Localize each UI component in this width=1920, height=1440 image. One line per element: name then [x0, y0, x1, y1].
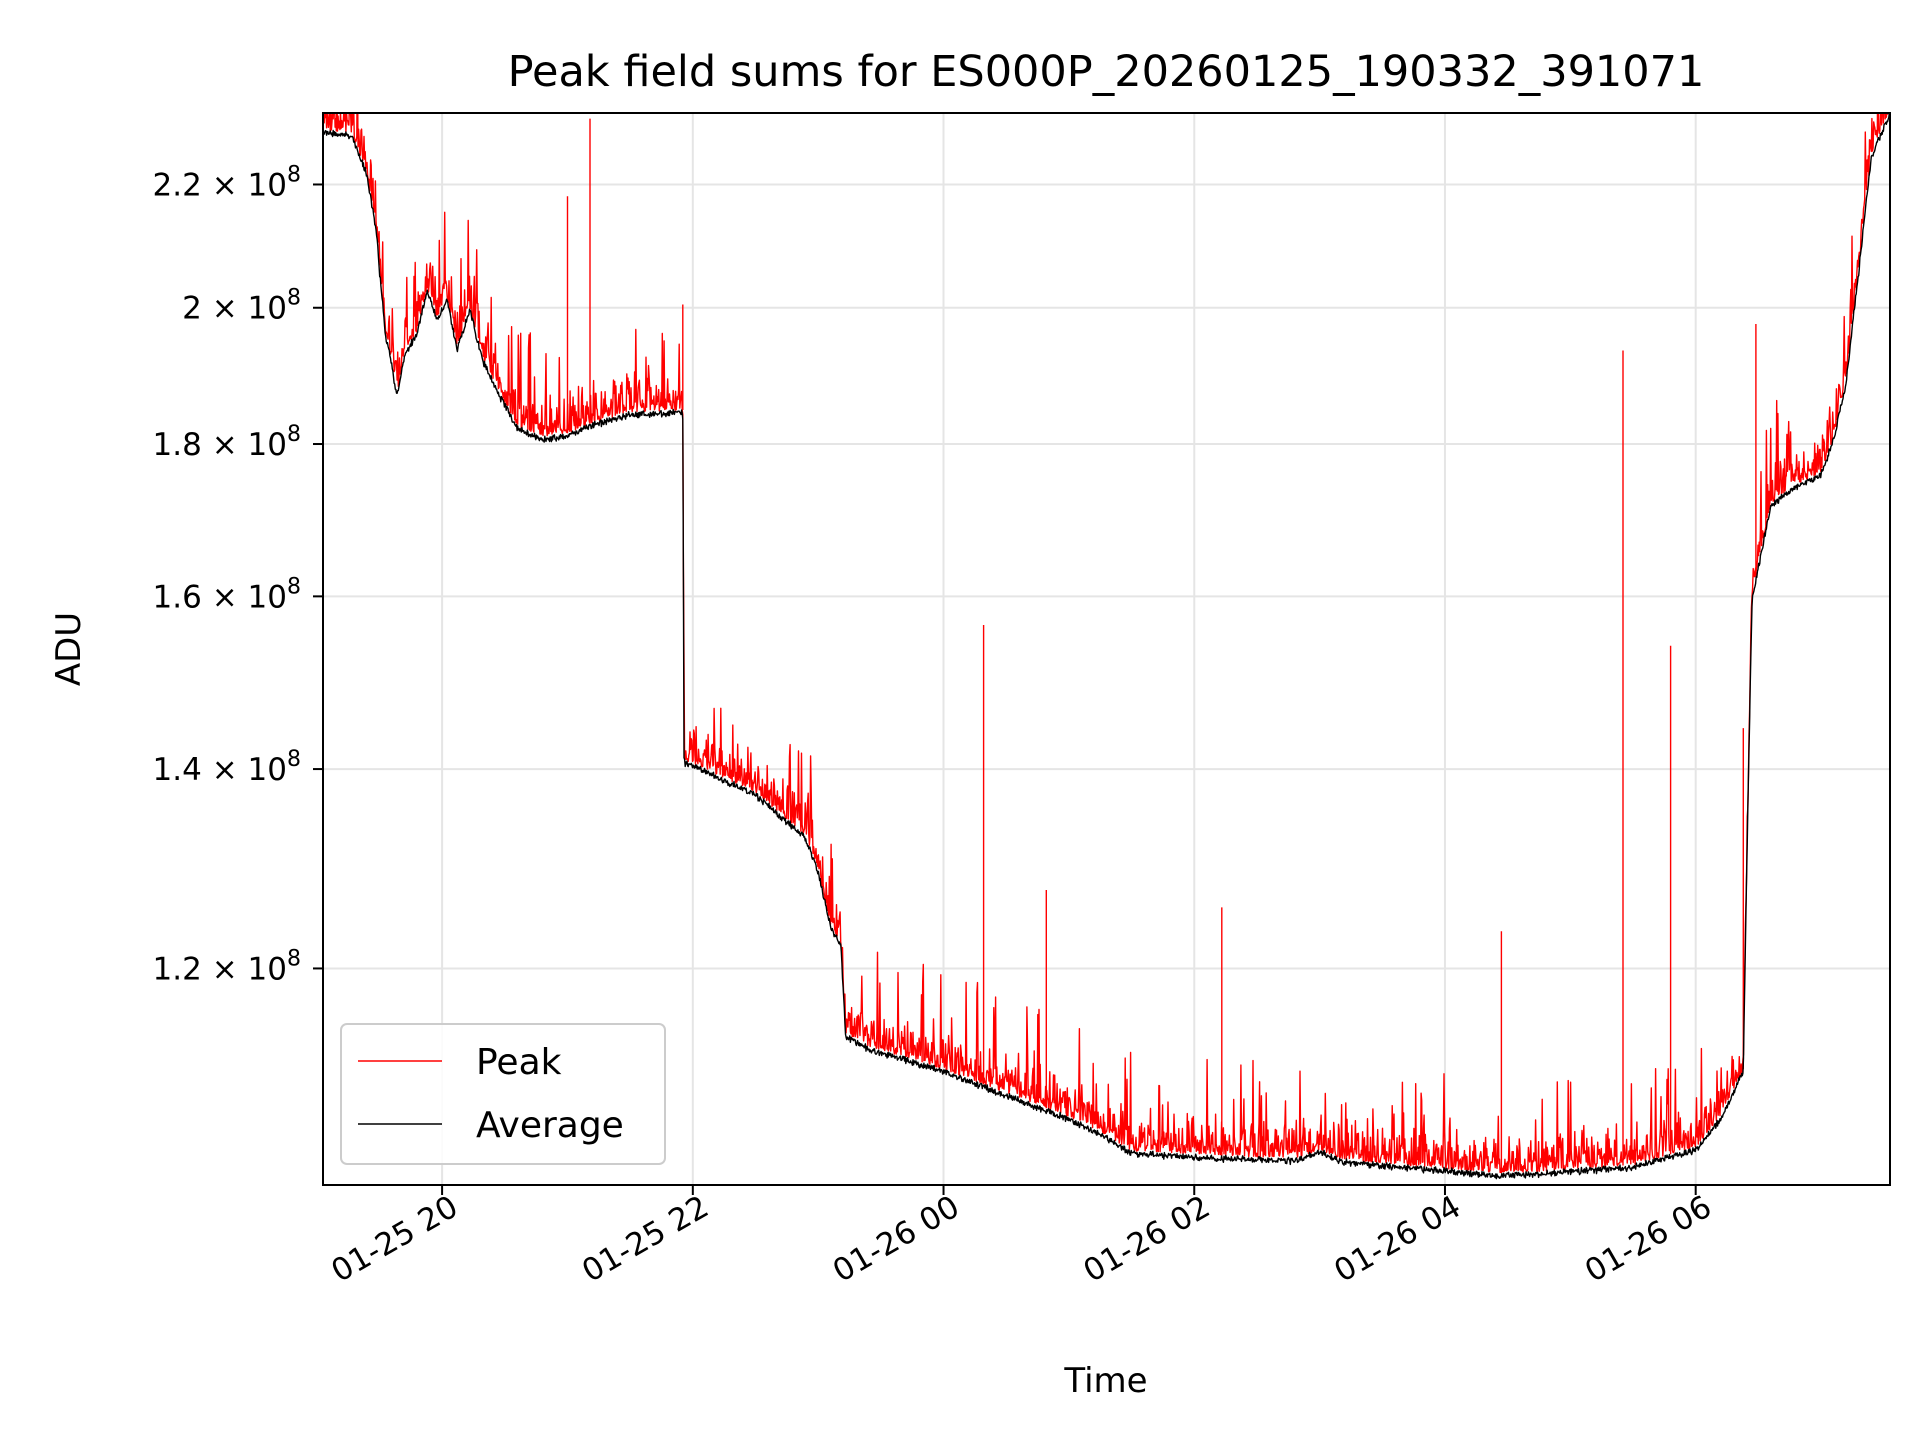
- plot-frame: [322, 112, 1891, 1186]
- y-tick-label: 1.2 × 108: [153, 946, 301, 987]
- series-peak-spikes: [566, 118, 1757, 1174]
- y-axis-title: ADU: [49, 612, 89, 686]
- x-axis-title: Time: [1063, 1361, 1147, 1401]
- legend: Peak Average: [340, 1023, 666, 1165]
- y-tick-label: 2 × 108: [182, 286, 301, 327]
- y-tick-label: 1.4 × 108: [153, 747, 301, 788]
- series-line-peak: [323, 113, 1889, 1174]
- grid: [323, 113, 1890, 1185]
- chart-title: Peak field sums for ES000P_20260125_1903…: [508, 47, 1705, 97]
- series-line-average: [323, 113, 1890, 1180]
- y-tick-label: 1.6 × 108: [153, 574, 301, 615]
- legend-label-average: Average: [476, 1105, 624, 1146]
- y-tick-label: 2.2 × 108: [153, 162, 301, 203]
- y-axis: 1.2 × 108 1.4 × 108 1.6 × 108 1.8 × 108 2 × …: [153, 162, 323, 987]
- legend-label-peak: Peak: [476, 1042, 562, 1083]
- legend-box: [340, 1023, 666, 1165]
- plot-series-group: [323, 113, 1890, 1180]
- y-tick-label: 1.8 × 108: [153, 422, 301, 463]
